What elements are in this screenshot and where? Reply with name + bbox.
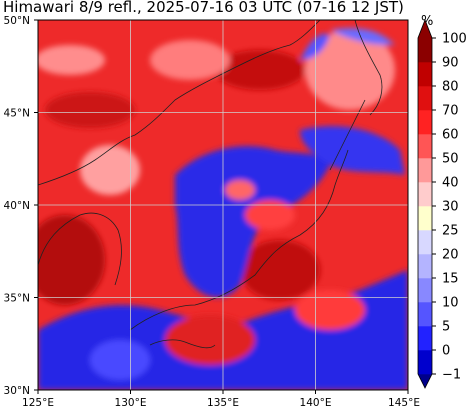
lon-tick-label: 130°E — [115, 397, 147, 409]
colorbar-segment — [418, 110, 432, 135]
colorbar-label: 70 — [442, 104, 459, 119]
lon-tick-label: 125°E — [22, 397, 54, 409]
colorbar-extend-min — [418, 374, 432, 388]
colorbar-label: 0 — [442, 344, 450, 359]
colorbar-label: 15 — [442, 272, 459, 287]
lon-tick-label: 135°E — [207, 397, 239, 409]
colorbar-segment — [418, 86, 432, 111]
colorbar-label: 100 — [442, 32, 467, 47]
colorbar-segment — [418, 38, 432, 63]
colorbar-label: 5 — [442, 320, 450, 335]
colorbar-label: −1 — [442, 368, 461, 383]
lat-tick-label: 30°N — [4, 385, 30, 397]
colorbar-label: 25 — [442, 224, 459, 239]
colorbar-label: 60 — [442, 128, 459, 143]
lat-tick-label: 35°N — [4, 293, 30, 305]
lat-tick-label: 40°N — [4, 200, 30, 212]
lon-tick-label: 140°E — [300, 397, 332, 409]
lon-axis: 125°E 130°E 135°E 140°E 145°E — [22, 390, 420, 409]
graticule — [38, 20, 408, 390]
colorbar-label: 20 — [442, 248, 459, 263]
colorbar-label: 10 — [442, 296, 459, 311]
colorbar-segment — [418, 230, 432, 255]
colorbar-segment — [418, 350, 432, 375]
lat-axis: 50°N 45°N 40°N 35°N 30°N — [4, 15, 38, 397]
colorbar-extend-max — [418, 20, 432, 38]
colorbar-label: 40 — [442, 176, 459, 191]
colorbar-label: 80 — [442, 80, 459, 95]
lat-tick-label: 45°N — [4, 108, 30, 120]
colorbar-segment — [418, 206, 432, 231]
colorbar-segment — [418, 182, 432, 207]
coastlines — [38, 20, 383, 349]
colorbar-segment — [418, 134, 432, 159]
colorbar-segment — [418, 158, 432, 183]
colorbar-segment — [418, 278, 432, 303]
map-title: Himawari 8/9 refl., 2025-07-16 03 UTC (0… — [3, 0, 404, 16]
colorbar-segment — [418, 302, 432, 327]
colorbar-segment — [418, 326, 432, 351]
colorbar-label: 90 — [442, 56, 459, 71]
lon-tick-label: 145°E — [388, 397, 420, 409]
colorbar-segment — [418, 254, 432, 279]
colorbar-label: 50 — [442, 152, 459, 167]
colorbar-label: 30 — [442, 200, 459, 215]
colorbar-segment — [418, 62, 432, 87]
lat-tick-label: 50°N — [4, 15, 30, 27]
